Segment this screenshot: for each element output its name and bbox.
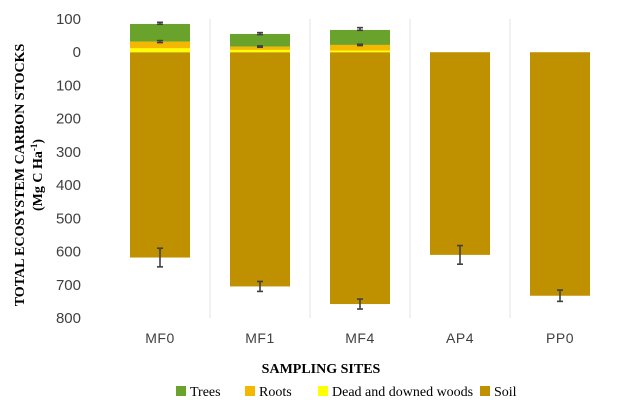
bar-soil-MF1 xyxy=(230,52,290,287)
y-tick-label: 800 xyxy=(56,310,81,327)
error-bar-soil-MF4 xyxy=(357,298,363,310)
legend-swatch xyxy=(318,386,328,396)
category-separators xyxy=(209,19,511,318)
legend-item-dead-and-downed-woods: Dead and downed woods xyxy=(318,385,473,400)
y-tick-label: 100 xyxy=(56,11,81,28)
error-bar-inner-MF1 xyxy=(257,45,263,49)
bars xyxy=(130,23,590,305)
legend-swatch xyxy=(176,386,186,396)
bar-roots-MF1 xyxy=(230,46,290,50)
bar-trees-MF4 xyxy=(330,29,390,45)
bar-dead-and-downed-woods-MF0 xyxy=(130,48,190,53)
y-tick-label: 400 xyxy=(56,177,81,194)
error-bar-top-MF4 xyxy=(357,26,363,32)
legend-item-soil: Soil xyxy=(480,385,517,400)
x-tick-label-MF1: MF1 xyxy=(245,330,275,346)
x-tick-label-PP0: PP0 xyxy=(546,330,574,346)
error-bar-soil-MF0 xyxy=(157,247,163,268)
legend-item-trees: Trees xyxy=(176,385,221,400)
bar-soil-MF0 xyxy=(130,52,190,258)
legend-label: Dead and downed woods xyxy=(332,385,473,400)
y-tick-label: 600 xyxy=(56,244,81,261)
y-tick-label: 500 xyxy=(56,210,81,227)
bar-dead-and-downed-woods-MF4 xyxy=(330,50,390,53)
legend-swatch xyxy=(480,386,490,396)
x-axis-ticks: MF0 MF1 MF4 AP4 PP0 xyxy=(145,330,574,346)
bar-soil-PP0 xyxy=(530,52,590,296)
error-bar-top-MF1 xyxy=(257,31,263,36)
legend-item-roots: Roots xyxy=(245,385,292,400)
y-axis-title-line1: TOTAL ECOSYSTEM CARBON STOCKS xyxy=(13,44,28,307)
x-tick-label-AP4: AP4 xyxy=(446,330,474,346)
error-bar-soil-MF1 xyxy=(257,280,263,293)
bar-trees-MF0 xyxy=(130,23,190,42)
x-tick-label-MF4: MF4 xyxy=(345,330,375,346)
legend-label: Soil xyxy=(494,385,517,400)
bar-roots-MF4 xyxy=(330,44,390,51)
bar-roots-MF0 xyxy=(130,41,190,49)
legend-swatch xyxy=(245,386,255,396)
y-tick-label: 200 xyxy=(56,111,81,128)
legend: Trees Roots Dead and downed woods Soil xyxy=(176,385,517,400)
y-tick-label: 0 xyxy=(73,44,81,61)
y-axis-title: TOTAL ECOSYSTEM CARBON STOCKS (Mg C Ha-1… xyxy=(13,44,46,307)
error-bar-soil-AP4 xyxy=(457,244,463,265)
error-bar-inner-MF0 xyxy=(157,39,163,44)
y-tick-label: 300 xyxy=(56,144,81,161)
error-bar-inner-MF4 xyxy=(357,43,363,47)
y-tick-label: 100 xyxy=(56,77,81,94)
bar-trees-MF1 xyxy=(230,33,290,47)
y-axis-title-line2: (Mg C Ha-1) xyxy=(29,139,46,211)
bar-soil-MF4 xyxy=(330,52,390,305)
error-bars xyxy=(157,21,563,310)
error-bar-top-MF0 xyxy=(157,21,163,26)
x-tick-label-MF0: MF0 xyxy=(145,330,175,346)
bar-soil-AP4 xyxy=(430,52,490,255)
x-axis-title: SAMPLING SITES xyxy=(262,362,381,377)
legend-label: Trees xyxy=(190,385,221,400)
y-tick-label: 700 xyxy=(56,277,81,294)
bar-dead-and-downed-woods-MF1 xyxy=(230,49,290,53)
legend-label: Roots xyxy=(259,385,292,400)
error-bar-soil-PP0 xyxy=(557,289,563,303)
y-axis-ticks: 100 0 100 200 300 400 500 600 700 800 xyxy=(56,11,81,327)
